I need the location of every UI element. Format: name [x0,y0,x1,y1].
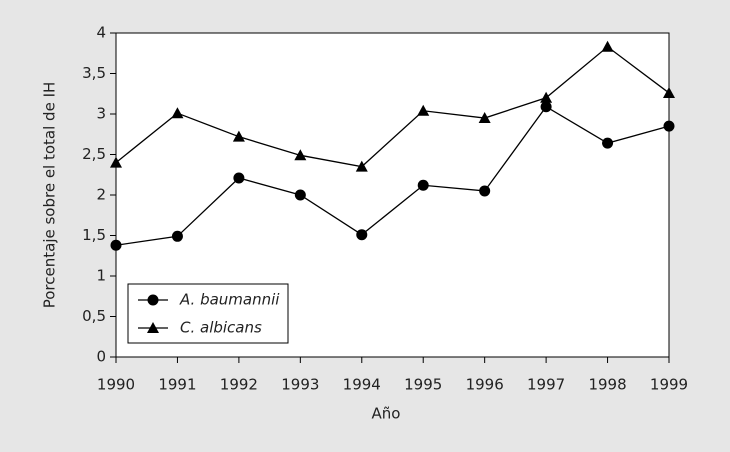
marker-circle [233,172,245,184]
marker-triangle [147,322,159,333]
marker-triangle [294,149,307,161]
marker-triangle [478,112,491,124]
x-tick-label: 1999 [650,376,688,394]
x-tick-label: 1992 [220,376,258,394]
marker-triangle [355,160,368,172]
y-tick-label: 2 [96,186,106,204]
y-tick-label: 4 [96,24,106,42]
series-line [115,45,670,168]
y-tick-label: 3,5 [82,64,106,82]
marker-circle [540,101,552,113]
x-tick-label: 1997 [527,376,565,394]
marker-triangle [540,91,553,103]
x-tick-label: 1994 [343,376,381,394]
marker-circle [356,229,368,241]
marker-triangle [232,130,245,142]
marker-triangle [663,86,675,98]
x-axis-title: Año [372,405,401,423]
y-tick-label: 3 [96,105,106,123]
marker-triangle [171,107,184,119]
y-axis-title: Porcentaje sobre el total de IH [41,82,59,309]
y-tick-label: 1,5 [82,226,106,244]
marker-circle [663,120,675,132]
marker-circle [171,230,183,242]
marker-triangle [417,104,430,116]
marker-circle [110,239,122,251]
y-tick-label: 2,5 [82,145,106,163]
x-tick-label: 1996 [466,376,504,394]
x-tick-label: 1991 [158,376,196,394]
legend-label: A. baumannii [179,291,280,309]
marker-triangle [601,40,614,52]
y-tick-label: 0,5 [82,307,106,325]
y-tick-label: 1 [96,267,106,285]
legend-box [127,283,289,344]
marker-circle [417,179,429,191]
legend-label: C. albicans [180,319,262,337]
x-tick-label: 1995 [404,376,442,394]
x-tick-label: 1990 [97,376,135,394]
y-tick-label: 0 [96,348,106,366]
x-tick-label: 1993 [281,376,319,394]
marker-circle [602,137,614,149]
marker-circle [479,185,491,197]
series-line [115,105,670,246]
marker-circle [294,189,306,201]
marker-circle [147,294,159,306]
x-tick-label: 1998 [588,376,626,394]
marker-triangle [110,156,122,168]
